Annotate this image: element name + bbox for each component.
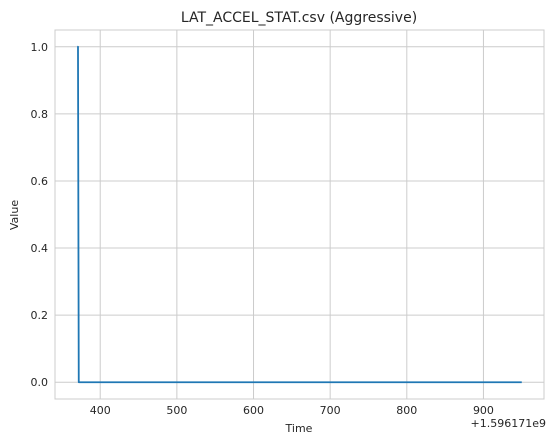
x-tick-label: 400 xyxy=(90,404,111,417)
series-layer xyxy=(77,45,522,384)
y-tick-label: 0.0 xyxy=(31,376,49,389)
y-tick-label: 0.6 xyxy=(31,175,49,188)
y-tick-label: 0.8 xyxy=(31,108,49,121)
y-axis-label: Value xyxy=(8,200,21,230)
series-line xyxy=(77,45,522,384)
y-tick-label: 0.2 xyxy=(31,309,49,322)
x-tick-label: 800 xyxy=(396,404,417,417)
x-tick-label: 600 xyxy=(243,404,264,417)
x-tick-label: 900 xyxy=(473,404,494,417)
x-tick-label: 500 xyxy=(166,404,187,417)
x-axis-offset-label: +1.596171e9 xyxy=(471,417,546,430)
x-axis-label: Time xyxy=(285,422,313,435)
chart-title: LAT_ACCEL_STAT.csv (Aggressive) xyxy=(181,10,417,26)
x-tick-label: 700 xyxy=(320,404,341,417)
y-tick-label: 1.0 xyxy=(31,41,49,54)
plot-area xyxy=(54,29,545,400)
tick-labels: 400 500 600 700 800 900 0.0 0.2 0.4 0.6 0.8 1.0 xyxy=(31,41,494,417)
y-tick-label: 0.4 xyxy=(31,242,49,255)
